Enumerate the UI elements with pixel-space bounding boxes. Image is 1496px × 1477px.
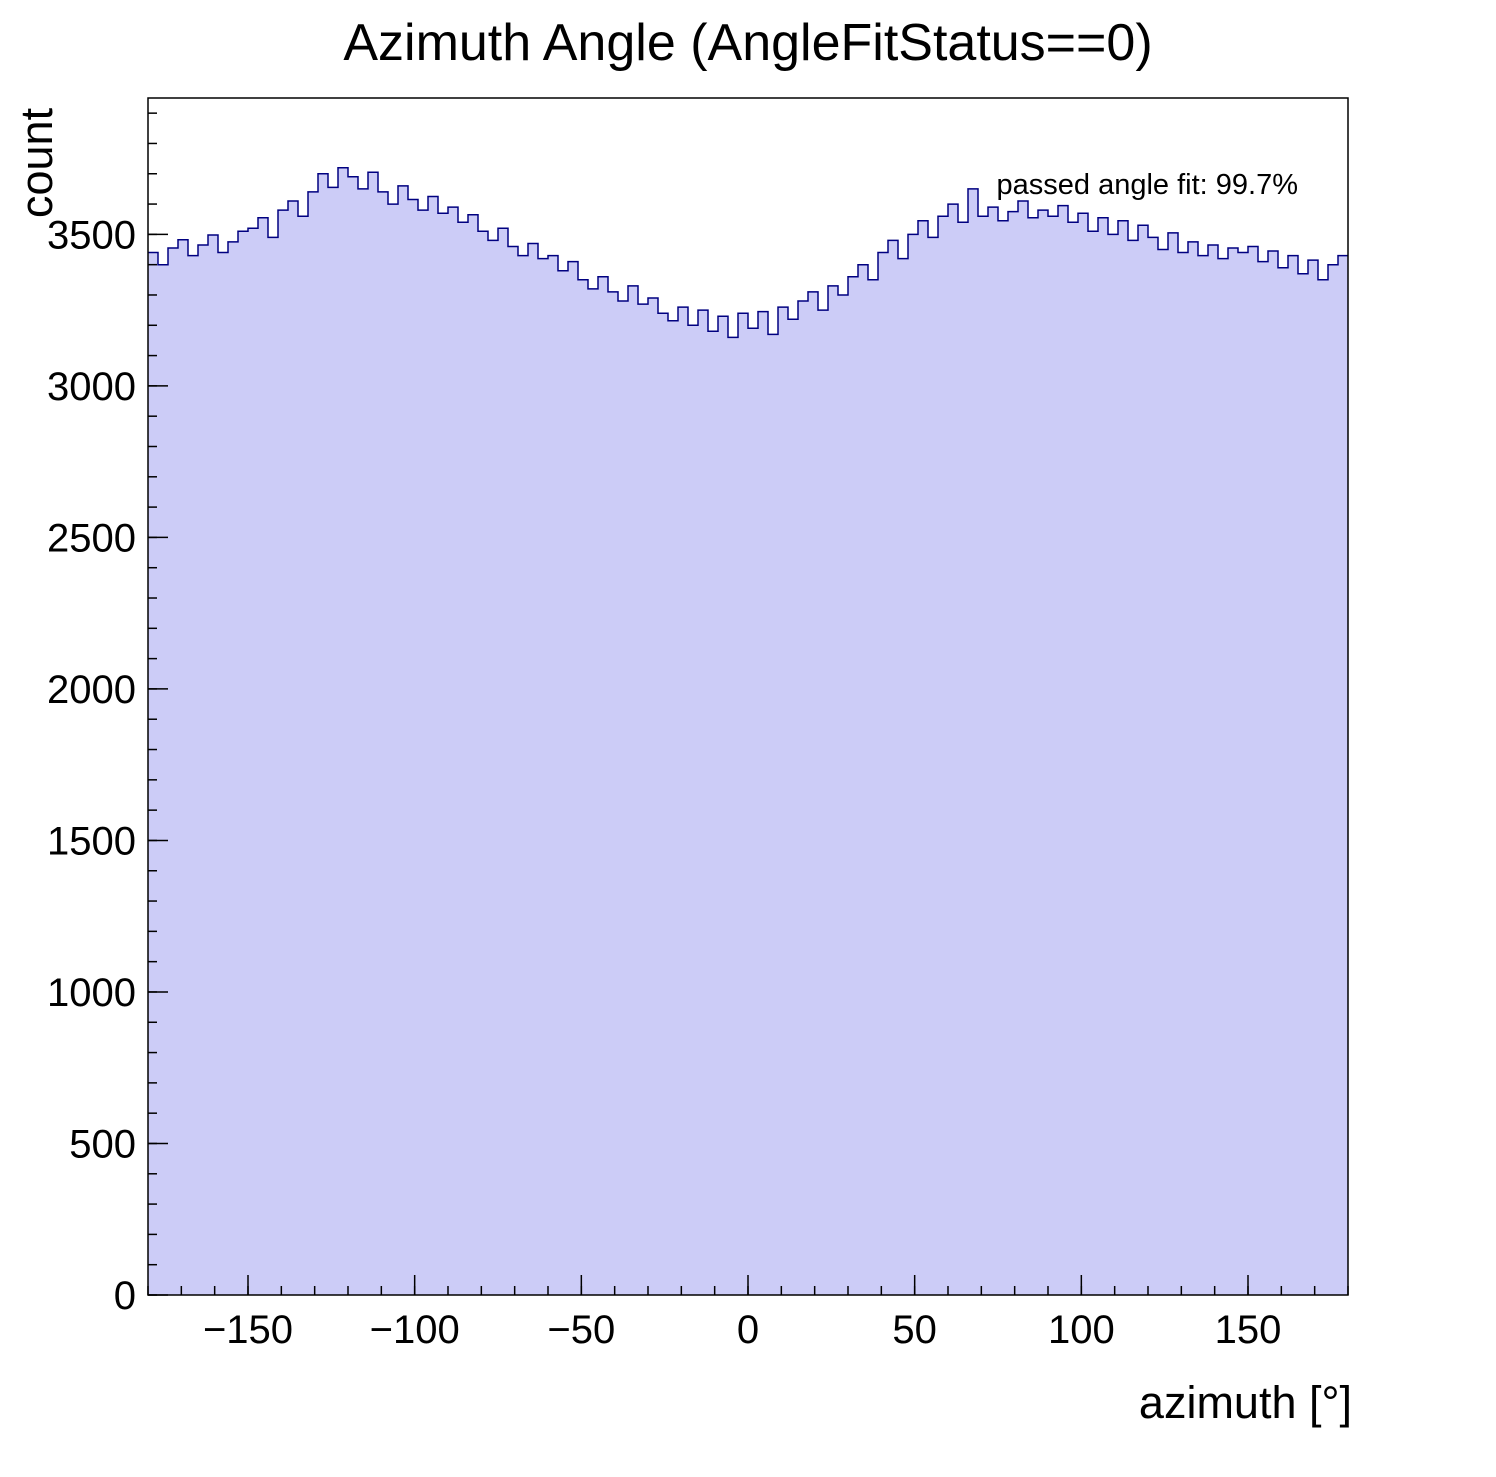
y-tick-label: 3500 [47,213,136,257]
axis-ticks [147,112,1349,1296]
histogram-fill [148,167,1348,1296]
y-axis-label: count [11,107,62,218]
x-axis-label: azimuth [°] [1139,1377,1352,1428]
x-tick-label: 100 [1048,1308,1115,1352]
annotation-passed-angle-fit: passed angle fit: 99.7% [997,169,1298,201]
x-tick-label: 150 [1215,1308,1282,1352]
plot-area [147,97,1349,1296]
y-tick-label: 1500 [47,819,136,863]
y-tick-label: 0 [114,1274,136,1318]
y-tick-label: 3000 [47,365,136,409]
x-tick-label: −50 [547,1308,615,1352]
axis-tick-labels: −150 −100 −50 0 50 100 15005001000150020002500… [47,213,1281,1352]
y-tick-label: 2500 [47,516,136,560]
y-tick-label: 500 [69,1122,136,1166]
histogram-series [148,166,1348,1296]
y-tick-label: 2000 [47,668,136,712]
x-tick-label: −150 [203,1308,293,1352]
x-tick-label: −100 [370,1308,460,1352]
histogram-outline [148,166,1348,339]
y-tick-label: 1000 [47,971,136,1015]
x-tick-label: 0 [737,1308,759,1352]
chart-title: Azimuth Angle (AngleFitStatus==0) [343,14,1152,72]
x-tick-label: 50 [892,1308,937,1352]
